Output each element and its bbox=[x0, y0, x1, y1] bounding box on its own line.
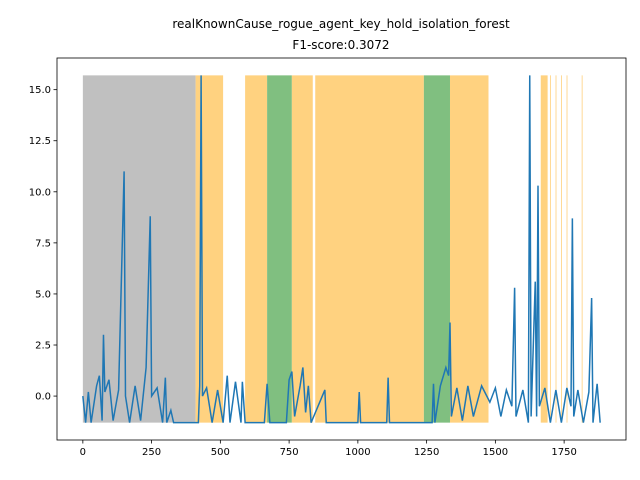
anomaly-window bbox=[267, 75, 292, 423]
anomaly-window bbox=[245, 75, 268, 423]
x-tick-label: 0 bbox=[80, 447, 86, 458]
chart-subtitle: F1-score:0.3072 bbox=[292, 38, 389, 52]
axes-frame bbox=[56, 57, 627, 441]
y-tick-label: 15.0 bbox=[29, 85, 51, 96]
y-tick-label: 10.0 bbox=[29, 187, 51, 198]
x-tick-label: 750 bbox=[280, 447, 299, 458]
anomaly-window bbox=[449, 75, 489, 423]
anomaly-window bbox=[581, 75, 583, 423]
anomaly-window bbox=[291, 75, 313, 423]
y-tick-label: 12.5 bbox=[29, 136, 51, 147]
y-tick-label: 0.0 bbox=[35, 392, 51, 403]
anomaly-window bbox=[550, 75, 551, 423]
anomaly-window bbox=[566, 75, 568, 423]
x-tick-label: 500 bbox=[211, 447, 230, 458]
x-tick-label: 1500 bbox=[483, 447, 508, 458]
anomaly-window bbox=[540, 75, 548, 423]
anomaly-window bbox=[555, 75, 557, 423]
x-tick-label: 1250 bbox=[414, 447, 439, 458]
anomaly-window bbox=[315, 75, 424, 423]
anomaly-window bbox=[561, 75, 562, 423]
chart-title: realKnownCause_rogue_agent_key_hold_isol… bbox=[172, 17, 510, 31]
y-tick-label: 5.0 bbox=[35, 289, 51, 300]
anomaly-window bbox=[423, 75, 450, 423]
data-line bbox=[82, 75, 601, 424]
x-tick-label: 1750 bbox=[551, 447, 576, 458]
y-tick-label: 7.5 bbox=[35, 238, 51, 249]
x-tick-label: 1000 bbox=[345, 447, 370, 458]
y-tick-label: 2.5 bbox=[35, 341, 51, 352]
anomaly-window bbox=[82, 75, 196, 423]
x-tick-label: 250 bbox=[142, 447, 161, 458]
